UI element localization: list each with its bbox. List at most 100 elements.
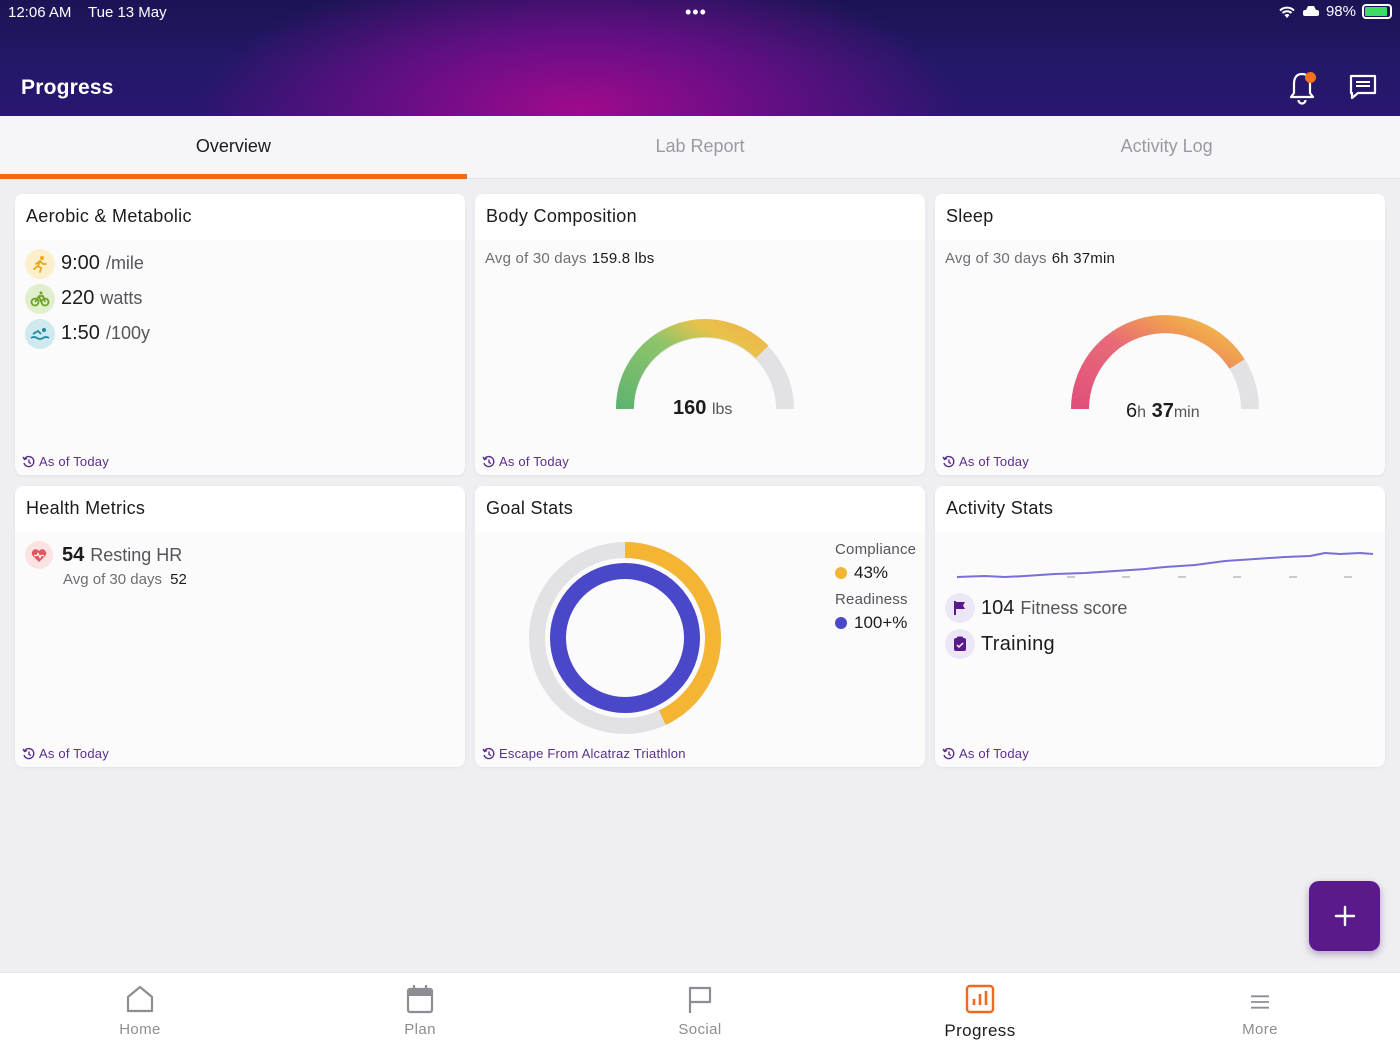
gauge-readout: 160 lbs (673, 397, 732, 420)
body-composition-card[interactable]: Body Composition Avg of 30 days 159.8 lbs… (475, 194, 925, 475)
battery-icon (1362, 4, 1392, 19)
card-title: Body Composition (475, 194, 925, 240)
car-icon (1302, 5, 1319, 16)
compliance-dot (835, 567, 847, 579)
add-button[interactable] (1309, 881, 1380, 951)
swim-pace-row: 1:50 /100y (25, 316, 465, 351)
sleep-card[interactable]: Sleep Avg of 30 days 6h 37min 6h 37min As… (935, 194, 1385, 475)
avg-value: 159.8 lbs (591, 250, 655, 267)
nav-more[interactable]: More (1120, 973, 1400, 1050)
training-row[interactable]: Training (945, 626, 1127, 662)
flag-icon (688, 986, 712, 1013)
nav-label: Plan (404, 1021, 436, 1038)
card-footer: As of Today (942, 746, 1029, 761)
history-icon (942, 747, 955, 759)
nav-social[interactable]: Social (560, 973, 840, 1050)
gauge-value: 160 (673, 397, 707, 419)
notification-badge (1305, 72, 1316, 83)
weight-gauge (615, 319, 794, 410)
home-icon (126, 985, 154, 1013)
status-date: Tue 13 May (88, 4, 167, 21)
avg-label: Avg of 30 days (63, 571, 162, 588)
goal-legend: Compliance 43% Readiness 100+% (835, 541, 916, 641)
bike-power-row: 220 watts (25, 281, 465, 316)
goal-donut (529, 542, 721, 734)
avg-value: 6h 37min (1051, 250, 1116, 267)
readiness-row: 100+% (835, 613, 916, 633)
chart-icon (965, 984, 995, 1014)
card-footer: As of Today (22, 746, 109, 761)
hr-value: 54 (62, 543, 85, 566)
avg-label: Avg of 30 days (485, 250, 587, 267)
footer-text: As of Today (39, 746, 109, 761)
card-footer: As of Today (942, 454, 1029, 469)
sleep-gauge (1071, 315, 1259, 410)
sleep-readout: 6h 37min (1126, 400, 1200, 423)
avg-30-days: Avg of 30 days 52 (63, 571, 465, 588)
tab-activity-log[interactable]: Activity Log (1120, 136, 1213, 156)
footer-text: As of Today (959, 454, 1029, 469)
card-title: Goal Stats (475, 486, 925, 532)
history-icon (482, 747, 495, 759)
compliance-row: 43% (835, 563, 916, 583)
activity-stats-card[interactable]: Activity Stats 104 Fitness score Trainin… (935, 486, 1385, 767)
gauge-unit: lbs (711, 401, 733, 418)
card-title: Health Metrics (15, 486, 465, 532)
card-footer: Escape From Alcatraz Triathlon (482, 746, 686, 761)
metric-value: 1:50 (61, 322, 100, 344)
footer-text: As of Today (499, 454, 569, 469)
heart-rate-icon (25, 541, 53, 569)
fitness-value: 104 (981, 596, 1015, 619)
run-icon (25, 248, 55, 279)
metric-unit: watts (100, 288, 143, 308)
tab-lab-report[interactable]: Lab Report (655, 136, 745, 156)
hr-label: Resting HR (90, 544, 183, 565)
plus-icon (1334, 905, 1355, 927)
nav-label: Home (119, 1021, 161, 1038)
status-bar: 12:06 AM Tue 13 May ••• 98% (0, 0, 1400, 26)
history-icon (22, 747, 35, 759)
nav-progress[interactable]: Progress (840, 973, 1120, 1050)
battery-percent: 98% (1325, 3, 1356, 20)
footer-text: As of Today (39, 454, 109, 469)
multitask-dots-icon[interactable]: ••• (685, 2, 707, 22)
readiness-dot (835, 617, 847, 629)
fitness-score-row: 104 Fitness score (945, 590, 1127, 626)
avg-30-days: Avg of 30 days 159.8 lbs (485, 250, 925, 267)
sleep-hours: 6 (1126, 400, 1138, 422)
compliance-label: Compliance (835, 541, 917, 558)
nav-home[interactable]: Home (0, 973, 280, 1050)
aerobic-metabolic-card[interactable]: Aerobic & Metabolic 9:00 /mile 220 watts… (15, 194, 465, 475)
health-metrics-card[interactable]: Health Metrics 54 Resting HR Avg of 30 d… (15, 486, 465, 767)
sleep-minutes: 37 (1151, 400, 1174, 422)
nav-label: More (1242, 1021, 1278, 1038)
footer-text: Escape From Alcatraz Triathlon (499, 746, 686, 761)
card-title: Activity Stats (935, 486, 1385, 532)
avg-value: 52 (170, 571, 187, 588)
page-title: Progress (21, 76, 114, 99)
avg-label: Avg of 30 days (945, 250, 1047, 267)
avg-30-days: Avg of 30 days 6h 37min (945, 250, 1385, 267)
history-icon (22, 455, 35, 467)
readiness-label: Readiness (835, 591, 908, 608)
wifi-icon (1279, 6, 1295, 18)
card-title: Aerobic & Metabolic (15, 194, 465, 240)
card-footer: As of Today (482, 454, 569, 469)
resting-hr-row: 54 Resting HR (25, 541, 465, 569)
card-title: Sleep (935, 194, 1385, 240)
messages-icon[interactable] (1348, 72, 1378, 102)
calendar-icon (406, 985, 434, 1014)
compliance-value: 43% (854, 563, 889, 582)
goal-stats-card[interactable]: Goal Stats Compliance 43% Readiness 100+… (475, 486, 925, 767)
nav-plan[interactable]: Plan (280, 973, 560, 1050)
card-footer: As of Today (22, 454, 109, 469)
history-icon (482, 455, 495, 467)
footer-text: As of Today (959, 746, 1029, 761)
app-header: 12:06 AM Tue 13 May ••• 98% Progress (0, 0, 1400, 116)
readiness-value: 100+% (854, 613, 908, 632)
training-label: Training (981, 632, 1055, 655)
nav-label: Progress (944, 1021, 1016, 1040)
metric-unit: /100y (105, 323, 150, 343)
tab-overview[interactable]: Overview (0, 116, 467, 179)
minutes-unit: min (1173, 404, 1200, 421)
